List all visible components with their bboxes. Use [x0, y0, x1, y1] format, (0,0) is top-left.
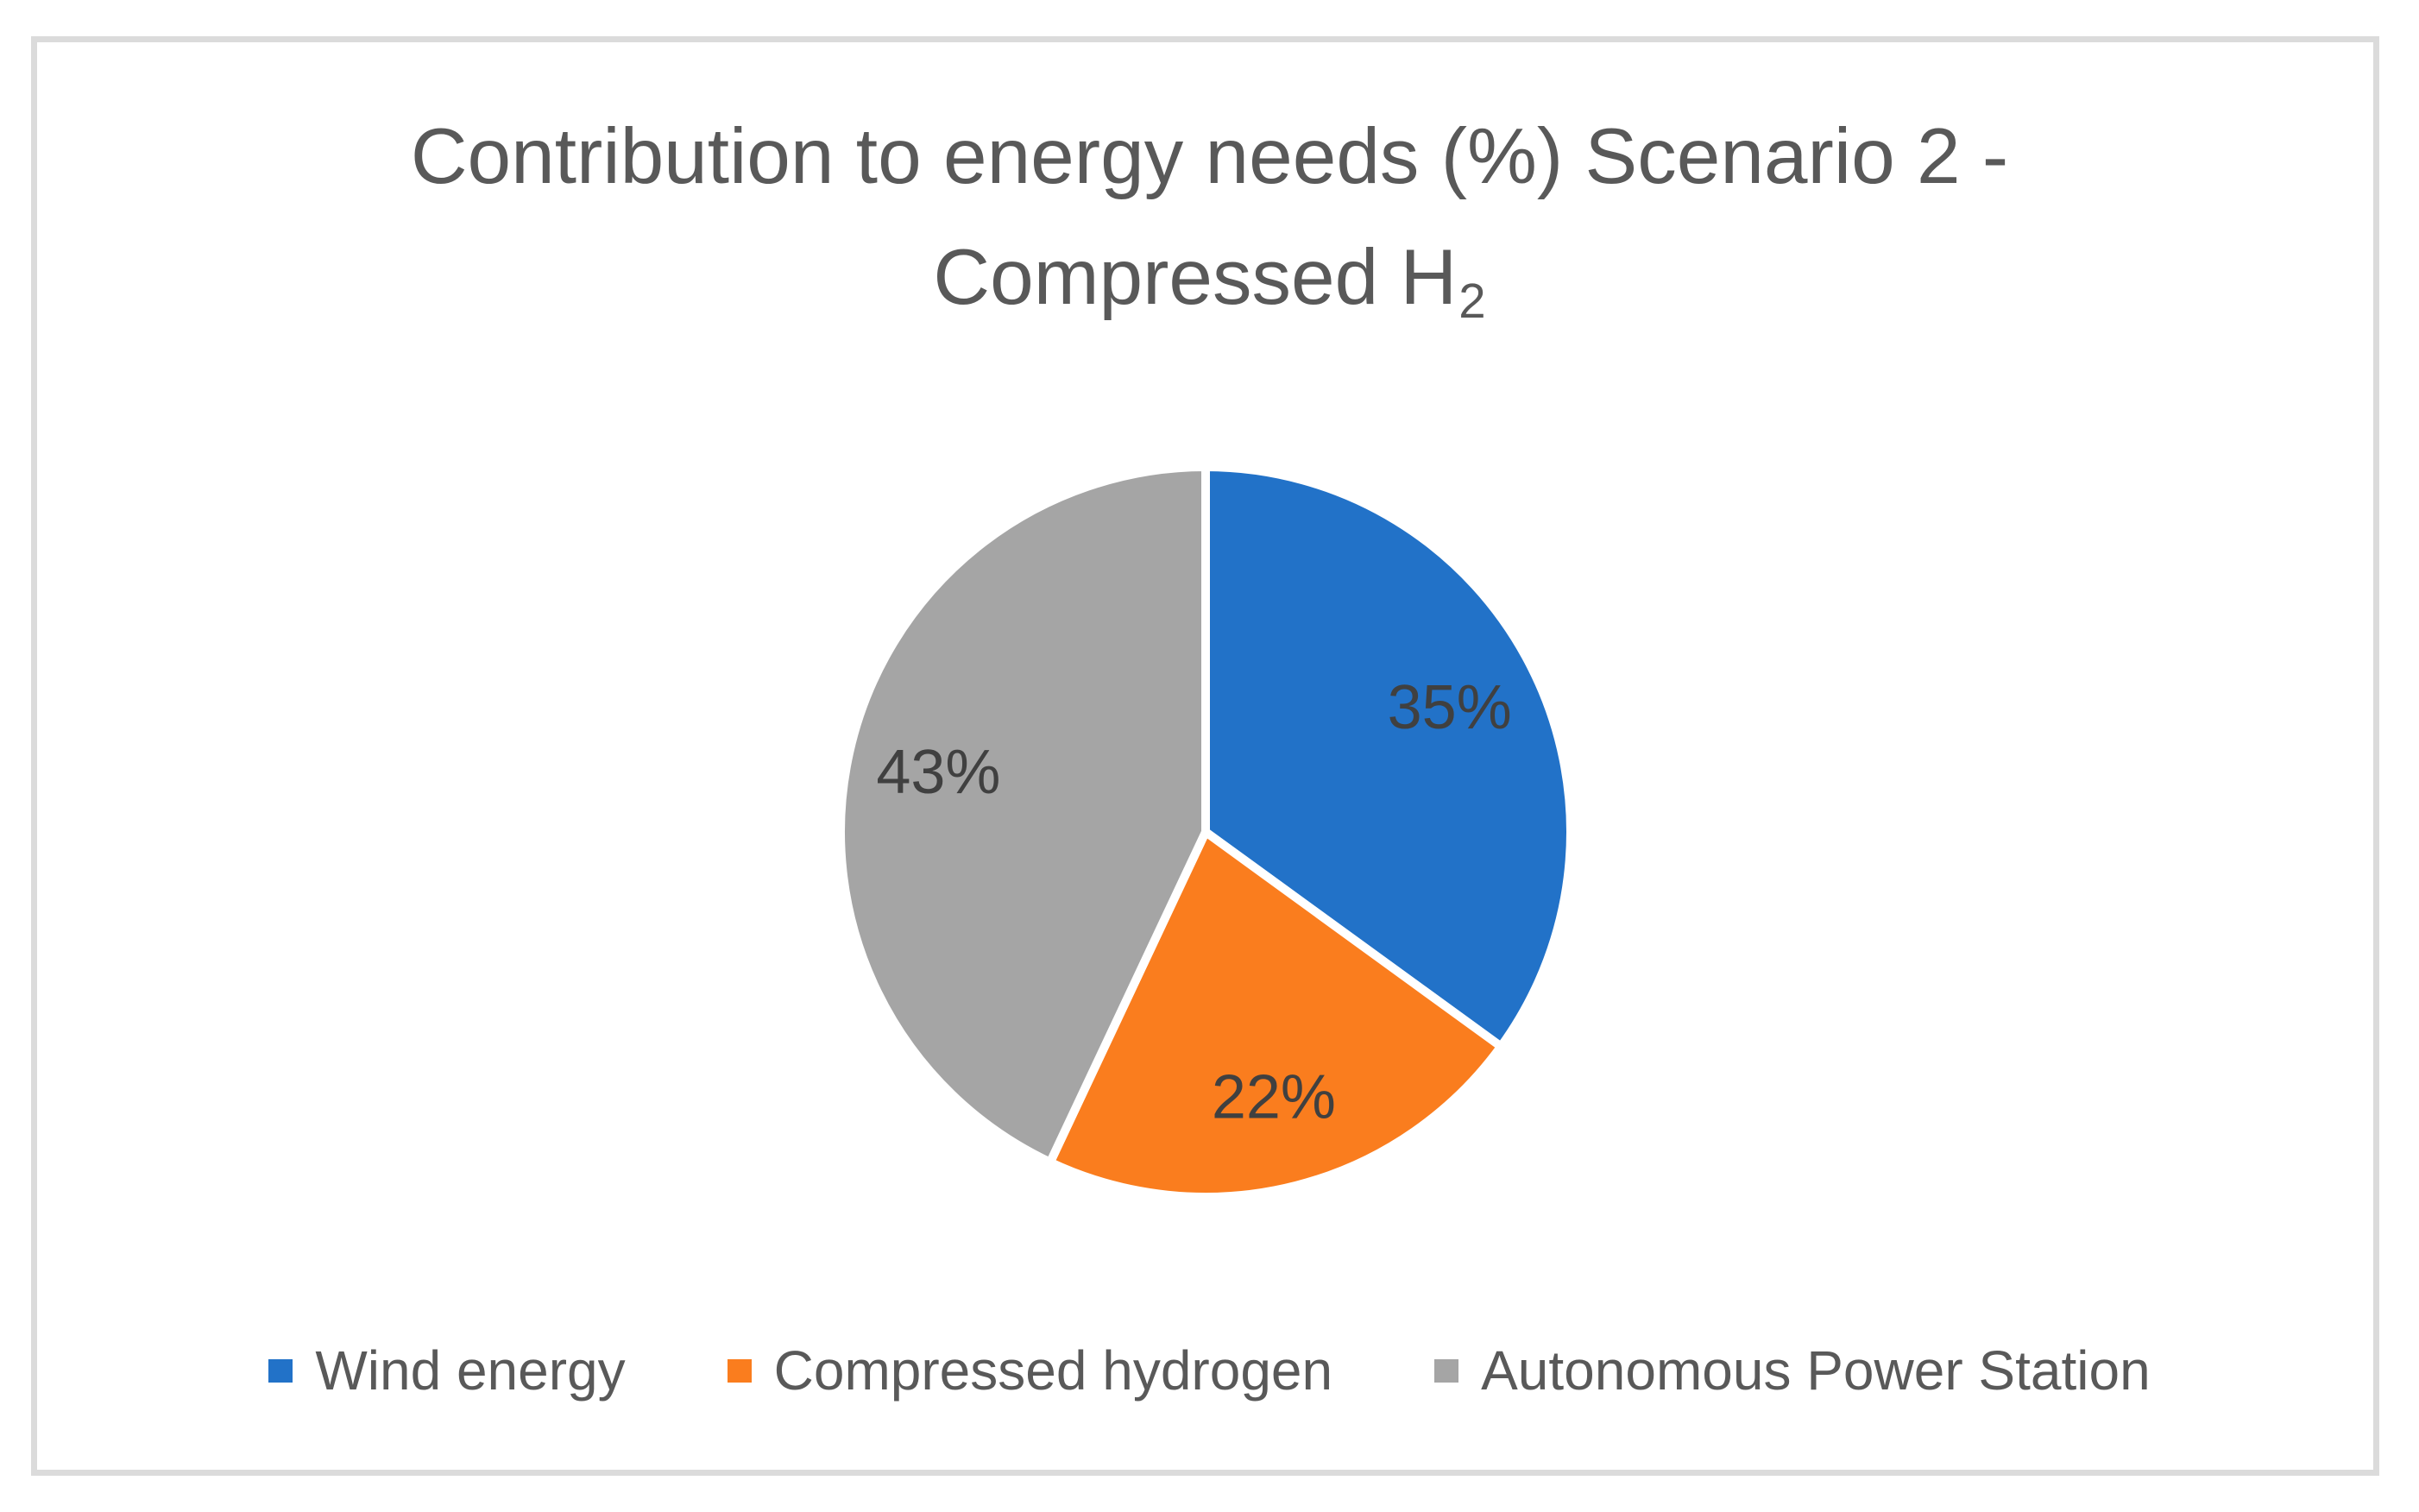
- chart-title-line2: Compressed H2: [0, 217, 2419, 348]
- legend-swatch-1: [727, 1358, 752, 1383]
- pie-slice-label-0: 35%: [1388, 673, 1512, 742]
- legend-swatch-2: [1434, 1358, 1459, 1383]
- legend-item-0: Wind energy: [268, 1339, 626, 1402]
- pie-slice-label-2: 43%: [876, 738, 1000, 807]
- legend-item-2: Autonomous Power Station: [1434, 1339, 2151, 1402]
- chart-title-line1: Contribution to energy needs (%) Scenari…: [410, 113, 2009, 200]
- pie-slice-2: [836, 463, 1210, 1167]
- legend-label-0: Wind energy: [315, 1339, 626, 1402]
- chart-title-subscript: 2: [1458, 273, 1486, 328]
- pie-slice-label-1: 22%: [1212, 1062, 1336, 1131]
- chart-legend: Wind energy Compressed hydrogen Autonomous…: [0, 1339, 2419, 1402]
- legend-item-1: Compressed hydrogen: [727, 1339, 1333, 1402]
- legend-label-1: Compressed hydrogen: [773, 1339, 1333, 1402]
- legend-label-2: Autonomous Power Station: [1481, 1339, 2151, 1402]
- pie-slice-0: [1201, 463, 1575, 1051]
- legend-swatch-0: [268, 1358, 293, 1383]
- chart-title: Contribution to energy needs (%) Scenari…: [0, 97, 2419, 348]
- chart-title-line2-main: Compressed H: [933, 234, 1458, 321]
